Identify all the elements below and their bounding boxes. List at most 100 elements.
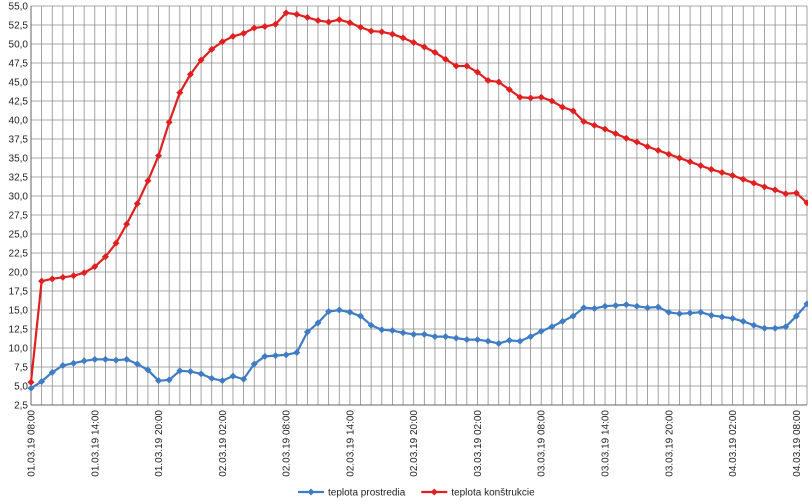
point <box>495 78 503 86</box>
y-tick-label: 2,5 <box>14 401 28 412</box>
point <box>229 372 237 380</box>
x-tick-label: 02.03.19 02:00 <box>218 410 229 477</box>
point <box>38 377 46 385</box>
point <box>133 200 141 208</box>
x-tick-label: 02.03.19 08:00 <box>282 410 293 477</box>
point <box>760 183 768 191</box>
point <box>559 103 567 111</box>
point <box>80 269 88 277</box>
legend-marker <box>307 488 315 496</box>
point <box>654 146 662 154</box>
point <box>357 23 365 31</box>
point <box>399 329 407 337</box>
point <box>697 162 705 170</box>
point <box>612 301 620 309</box>
point <box>548 323 556 331</box>
point <box>686 158 694 166</box>
point <box>527 94 535 102</box>
point <box>229 32 237 40</box>
x-tick-label: 03.03.19 14:00 <box>601 410 612 477</box>
point <box>282 9 290 17</box>
x-tick-label: 01.03.19 14:00 <box>90 410 101 477</box>
point <box>378 326 386 334</box>
point <box>165 376 173 384</box>
point <box>803 199 808 207</box>
point <box>590 304 598 312</box>
point <box>70 359 78 367</box>
point <box>346 19 354 27</box>
point <box>91 355 99 363</box>
point <box>59 273 67 281</box>
point <box>144 366 152 374</box>
point <box>91 263 99 271</box>
point <box>537 327 545 335</box>
legend-label: teplota prostredia <box>328 488 406 499</box>
point <box>303 13 311 21</box>
point <box>601 125 609 133</box>
point <box>675 154 683 162</box>
x-tick-label: 04.03.19 02:00 <box>728 410 739 477</box>
point <box>739 175 747 183</box>
point <box>388 30 396 38</box>
point <box>537 93 545 101</box>
point <box>548 97 556 105</box>
point <box>357 312 365 320</box>
y-tick-label: 27,5 <box>9 211 29 222</box>
x-tick-label: 03.03.19 20:00 <box>664 410 675 477</box>
point <box>282 351 290 359</box>
point <box>410 38 418 46</box>
point <box>452 334 460 342</box>
y-tick-label: 52,5 <box>9 21 29 32</box>
point <box>463 62 471 70</box>
point <box>271 352 279 360</box>
point <box>367 321 375 329</box>
y-tick-label: 7,5 <box>14 363 28 374</box>
point <box>750 179 758 187</box>
point <box>707 165 715 173</box>
point <box>622 301 630 309</box>
point <box>155 377 163 385</box>
point <box>665 308 673 316</box>
point <box>463 336 471 344</box>
point <box>176 89 184 97</box>
point <box>80 357 88 365</box>
point <box>718 168 726 176</box>
x-tick-label: 01.03.19 08:00 <box>27 410 38 477</box>
point <box>314 16 322 24</box>
x-tick-label: 03.03.19 02:00 <box>473 410 484 477</box>
y-tick-label: 22,5 <box>9 249 29 260</box>
y-tick-label: 55,0 <box>9 2 29 13</box>
point <box>123 355 131 363</box>
point <box>612 130 620 138</box>
point <box>505 86 513 94</box>
point <box>240 29 248 37</box>
point <box>325 18 333 26</box>
point <box>792 189 800 197</box>
point <box>70 272 78 280</box>
point <box>697 308 705 316</box>
point <box>218 38 226 46</box>
point <box>484 76 492 84</box>
point <box>580 304 588 312</box>
point <box>442 333 450 341</box>
y-tick-label: 45,0 <box>9 78 29 89</box>
point <box>208 45 216 53</box>
legend-label: teplota konštrukcie <box>451 488 535 499</box>
point <box>590 121 598 129</box>
y-tick-label: 25,0 <box>9 230 29 241</box>
point <box>314 319 322 327</box>
point <box>569 107 577 115</box>
point <box>399 34 407 42</box>
point <box>48 275 56 283</box>
point <box>101 355 109 363</box>
point <box>739 317 747 325</box>
point <box>473 68 481 76</box>
y-tick-label: 17,5 <box>9 287 29 298</box>
point <box>580 118 588 126</box>
point <box>495 339 503 347</box>
series-line <box>29 11 808 383</box>
point <box>782 323 790 331</box>
point <box>442 55 450 63</box>
point <box>771 324 779 332</box>
